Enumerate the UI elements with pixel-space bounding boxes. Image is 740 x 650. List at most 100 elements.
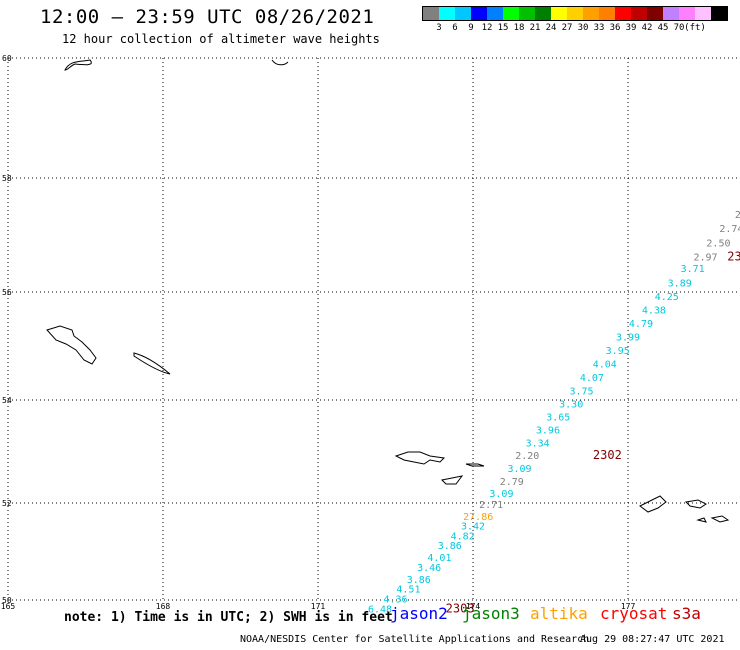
wave-height-reading: 4.07	[580, 373, 604, 384]
wave-height-reading: 2.88	[735, 210, 740, 221]
wave-height-reading: 3.46	[417, 563, 441, 574]
longitude-labels: 165 168 171 174 177	[1, 602, 636, 611]
satellite-legend-altika: altika	[530, 604, 588, 623]
island-east-c	[710, 515, 730, 523]
wave-height-reading: 3.86	[407, 575, 431, 586]
scale-color-box	[663, 7, 679, 20]
scale-color-box	[519, 7, 535, 20]
island-east-a	[639, 495, 667, 513]
scale-color-box	[439, 7, 455, 20]
scale-label: 24	[545, 23, 557, 33]
scale-label: 21	[529, 23, 541, 33]
wave-height-reading: 2.50	[706, 238, 730, 249]
wave-height-reading: 3.65	[546, 413, 570, 424]
coastlines	[46, 59, 730, 523]
pass-labels: 2301 2302 2303	[446, 250, 740, 616]
wave-height-reading: 2.71	[479, 500, 503, 511]
scale-label: 9	[468, 23, 474, 33]
wave-height-reading: 3.99	[616, 333, 640, 344]
latitude-labels: 60 58 56 54 52 50	[2, 54, 12, 605]
satellite-legend-cryosat: cryosat	[600, 604, 668, 623]
scale-label: 42	[641, 23, 653, 33]
wave-height-color-scale: 3 6 9 12 15 18 21 24 27 30 33 36 39 42 45 70 (ft)	[422, 6, 728, 33]
scale-color-box	[503, 7, 519, 20]
attu-island	[46, 325, 97, 365]
scale-color-box	[631, 7, 647, 20]
scale-color-box	[599, 7, 615, 20]
pass-time-label: 2302	[593, 448, 622, 462]
wave-height-reading: 3.09	[489, 489, 513, 500]
color-scale-labels: 3 6 9 12 15 18 21 24 27 30 33 36 39 42 45 70 (ft)	[422, 21, 728, 33]
scale-color-box	[647, 7, 663, 20]
scale-label: 33	[593, 23, 605, 33]
wave-height-reading: 2.74	[719, 224, 740, 235]
coastline-top-middle	[271, 59, 289, 66]
wave-height-reading: 2.97	[693, 253, 717, 264]
scale-label: 30	[577, 23, 589, 33]
wave-height-reading: 4.51	[396, 585, 420, 596]
scale-label: 27	[561, 23, 573, 33]
wave-height-reading: 3.96	[536, 425, 560, 436]
units-note: note: 1) Time is in UTC; 2) SWH is in fe…	[64, 610, 393, 625]
longitude-label: 174	[466, 602, 481, 611]
scale-color-box	[567, 7, 583, 20]
wave-height-reading: 3.86	[438, 541, 462, 552]
wave-height-reading: 4.25	[655, 292, 679, 303]
satellite-legend-s3a: s3a	[672, 604, 701, 623]
generated-timestamp: Aug 29 08:27:47 UTC 2021	[580, 634, 725, 645]
latitude-label: 54	[2, 396, 12, 405]
scale-label: 6	[452, 23, 458, 33]
coastline-top-left	[64, 59, 92, 71]
wave-height-reading: 3.34	[526, 438, 550, 449]
wave-height-reading: 4.04	[593, 360, 617, 371]
wave-height-reading: 3.30	[559, 400, 583, 411]
scale-color-box	[583, 7, 599, 20]
credit-line: NOAA/NESDIS Center for Satellite Applica…	[240, 634, 590, 645]
scale-label: 36	[609, 23, 621, 33]
longitude-label: 171	[311, 602, 326, 611]
scale-color-box	[535, 7, 551, 20]
pass-time-label: 2301	[727, 250, 740, 264]
wave-height-reading: 2.20	[515, 451, 539, 462]
wave-height-reading: 27.86	[463, 512, 493, 523]
wave-height-reading: 4.82	[451, 531, 475, 542]
longitude-label: 177	[621, 602, 636, 611]
island-east-b	[684, 499, 707, 509]
wave-height-reading: 4.79	[629, 319, 653, 330]
scale-label: 70	[673, 23, 685, 33]
scale-color-box	[471, 7, 487, 20]
pass-time-label: 2303	[446, 602, 475, 616]
scale-color-box	[695, 7, 711, 20]
scale-label: (ft)	[684, 23, 706, 33]
latitude-label: 50	[2, 596, 12, 605]
satellite-legend-jason3: jason3	[462, 604, 520, 623]
small-island-west	[133, 352, 171, 375]
scale-label: 12	[481, 23, 493, 33]
scale-color-box	[615, 7, 631, 20]
map-grid	[7, 57, 738, 601]
wave-height-reading: 4.36	[383, 595, 407, 606]
island-small-b	[440, 475, 464, 485]
scale-color-box	[551, 7, 567, 20]
scale-color-box	[455, 7, 471, 20]
longitude-label: 165	[1, 602, 16, 611]
island-small-a	[465, 463, 485, 467]
wave-height-readings: 13.33.593.303.642.882.742.502.973.713.89…	[368, 210, 740, 616]
satellite-legend-jason2: jason2	[390, 604, 448, 623]
island-east-d	[696, 517, 707, 523]
andreanof-island	[394, 451, 446, 465]
wave-height-reading: 4.38	[642, 306, 666, 317]
wave-height-reading: 3.75	[569, 387, 593, 398]
scale-color-box	[423, 7, 439, 20]
wave-height-reading: 3.89	[668, 278, 692, 289]
wave-height-reading: 3.71	[681, 264, 705, 275]
latitude-label: 60	[2, 54, 12, 63]
page-title: 12:00 – 23:59 UTC 08/26/2021	[40, 6, 375, 28]
latitude-label: 58	[2, 174, 12, 183]
scale-label: 18	[513, 23, 525, 33]
scale-color-box	[487, 7, 503, 20]
color-scale-boxes	[422, 6, 728, 21]
latitude-label: 52	[2, 499, 12, 508]
wave-height-reading: 3.95	[606, 346, 630, 357]
